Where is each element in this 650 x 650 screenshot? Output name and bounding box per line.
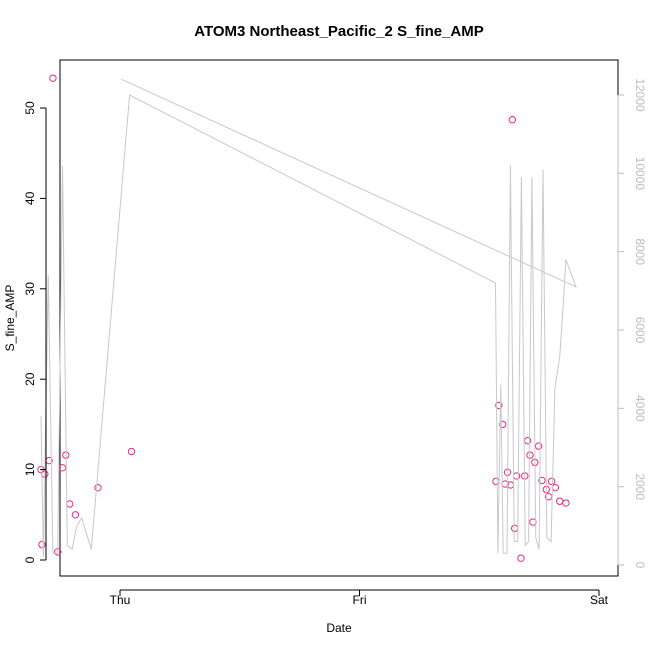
data-point: [512, 472, 521, 480]
data-point: [492, 477, 500, 486]
data-point: [556, 497, 564, 505]
y-tick-label: 30: [23, 282, 37, 296]
data-point: [94, 483, 102, 492]
data-point: [517, 554, 525, 562]
axes-layer: 0 10 20 30 40 50 0 2000 4000 6000 8000 10000 12000 Th…: [23, 78, 647, 607]
y-tick-label: 20: [23, 372, 37, 386]
data-point: [510, 524, 519, 533]
data-point: [534, 442, 543, 450]
data-point: [66, 500, 74, 508]
data-point: [547, 477, 556, 486]
y-axis-label: S_fine_AMP: [3, 285, 17, 352]
data-point: [49, 74, 57, 82]
y2-tick-label: 8000: [633, 238, 647, 265]
data-point: [58, 464, 67, 472]
y2-tick-label: 12000: [633, 78, 647, 112]
data-point: [538, 476, 546, 485]
data-point: [562, 499, 570, 507]
series-layer: [37, 74, 577, 562]
series-line: [40, 78, 577, 558]
y-tick-label: 40: [23, 191, 37, 205]
y2-tick-label: 10000: [633, 157, 647, 191]
y-tick-label: 50: [23, 101, 37, 115]
x-tick-label: Fri: [353, 593, 367, 607]
data-point: [38, 540, 46, 549]
x-axis-label: Date: [326, 621, 352, 635]
y-tick-label: 0: [23, 556, 37, 563]
x-tick-label: Sat: [590, 593, 609, 607]
data-point: [71, 511, 80, 519]
y2-tick-label: 0: [633, 562, 647, 569]
data-point: [495, 401, 503, 410]
chart-title: ATOM3 Northeast_Pacific_2 S_fine_AMP: [194, 23, 484, 40]
plot-area-border: [59, 59, 619, 577]
data-point: [499, 420, 507, 429]
data-point: [526, 451, 534, 459]
data-point: [127, 447, 136, 456]
y2-tick-label: 4000: [633, 395, 647, 422]
data-point: [551, 483, 560, 492]
y2-tick-label: 6000: [633, 317, 647, 344]
x-tick-label: Thu: [110, 593, 131, 607]
data-point: [508, 116, 517, 124]
y2-tick-label: 2000: [633, 473, 647, 500]
y-tick-label: 10: [23, 463, 37, 477]
